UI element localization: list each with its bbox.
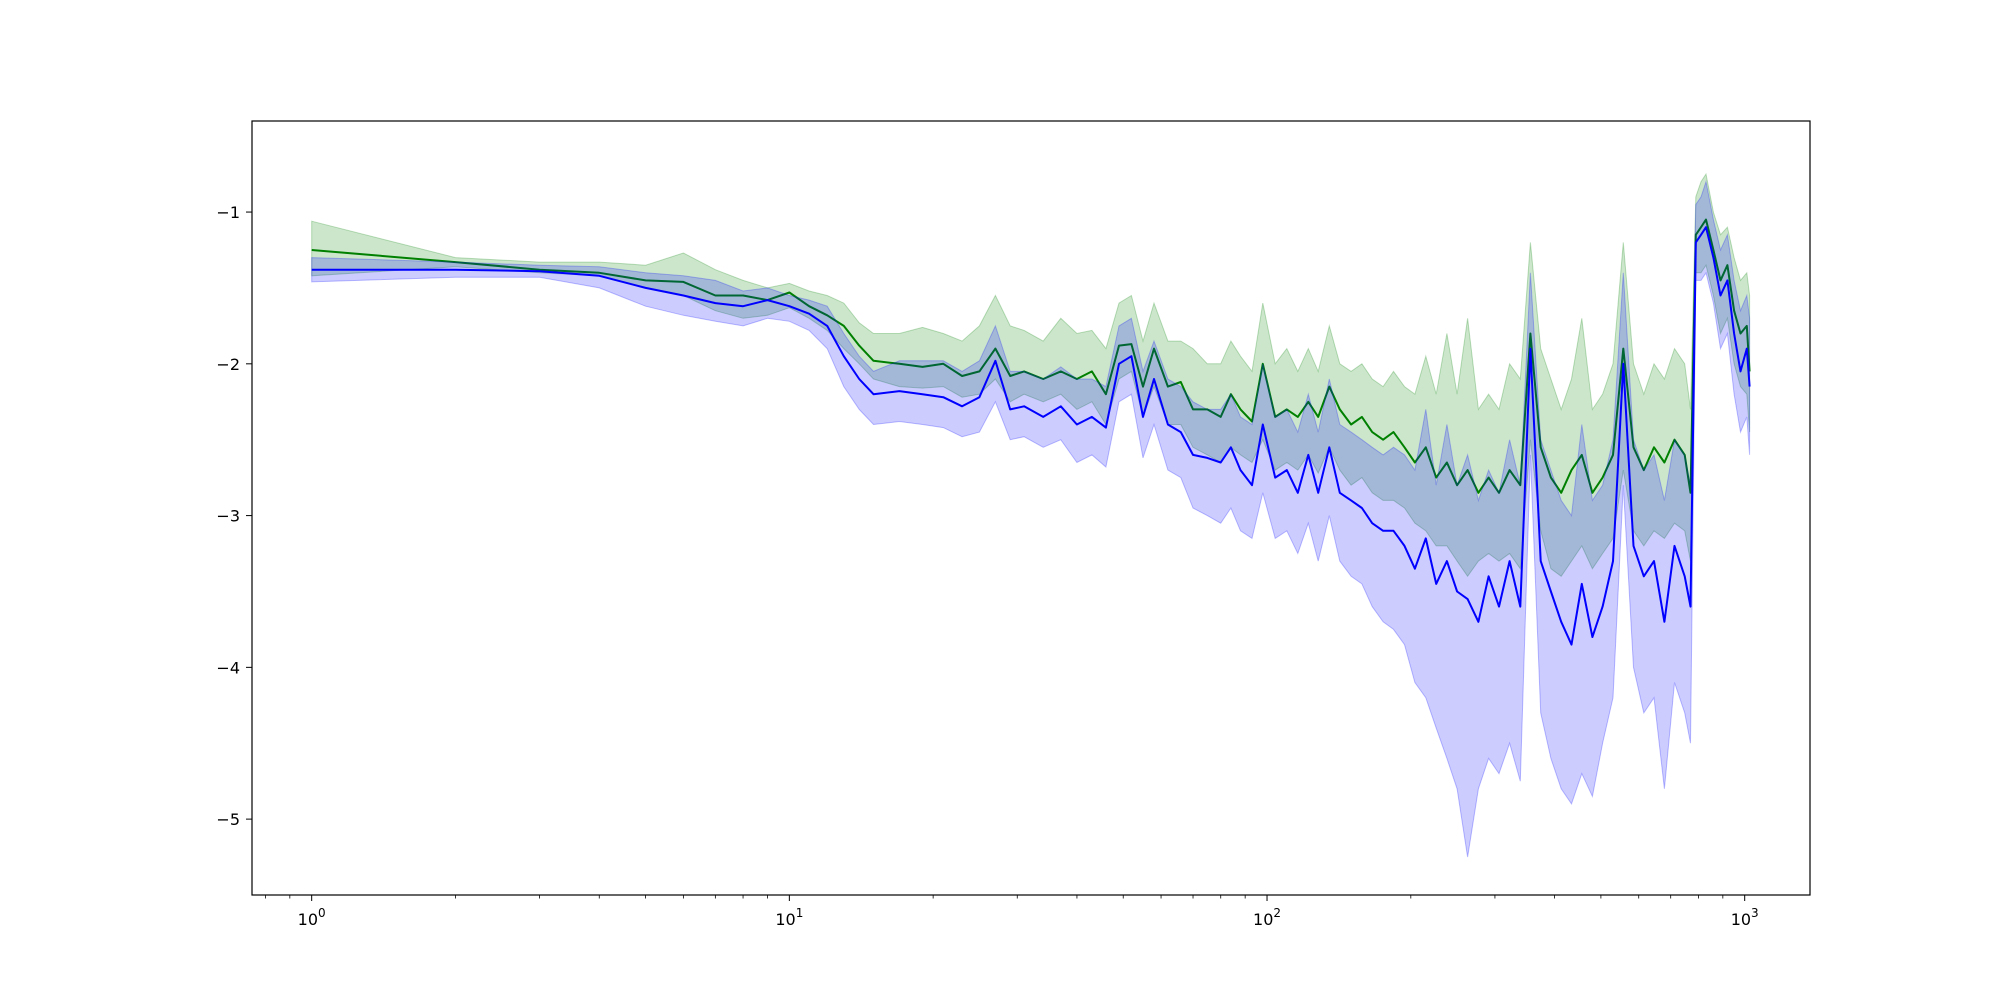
axes-frame [251, 120, 1811, 896]
series-1-line [311, 218, 1751, 494]
y-tick-label: −3 [216, 507, 240, 526]
y-tick-label: −5 [216, 810, 240, 829]
plot-area [311, 172, 1751, 858]
series-2-line [311, 226, 1751, 646]
y-axis: −1 −2 −3 −4 −5 [216, 203, 252, 829]
y-tick-label: −2 [216, 355, 240, 374]
x-axis: 100 101 102 103 [264, 895, 1759, 929]
x-tick-label: 100 [298, 906, 326, 929]
y-tick-label: −1 [216, 203, 240, 222]
x-tick-label: 101 [775, 906, 803, 929]
y-tick-label: −4 [216, 658, 240, 677]
series-2-band [311, 179, 1751, 858]
x-tick-label: 102 [1253, 906, 1281, 929]
x-tick-label: 103 [1731, 906, 1759, 929]
